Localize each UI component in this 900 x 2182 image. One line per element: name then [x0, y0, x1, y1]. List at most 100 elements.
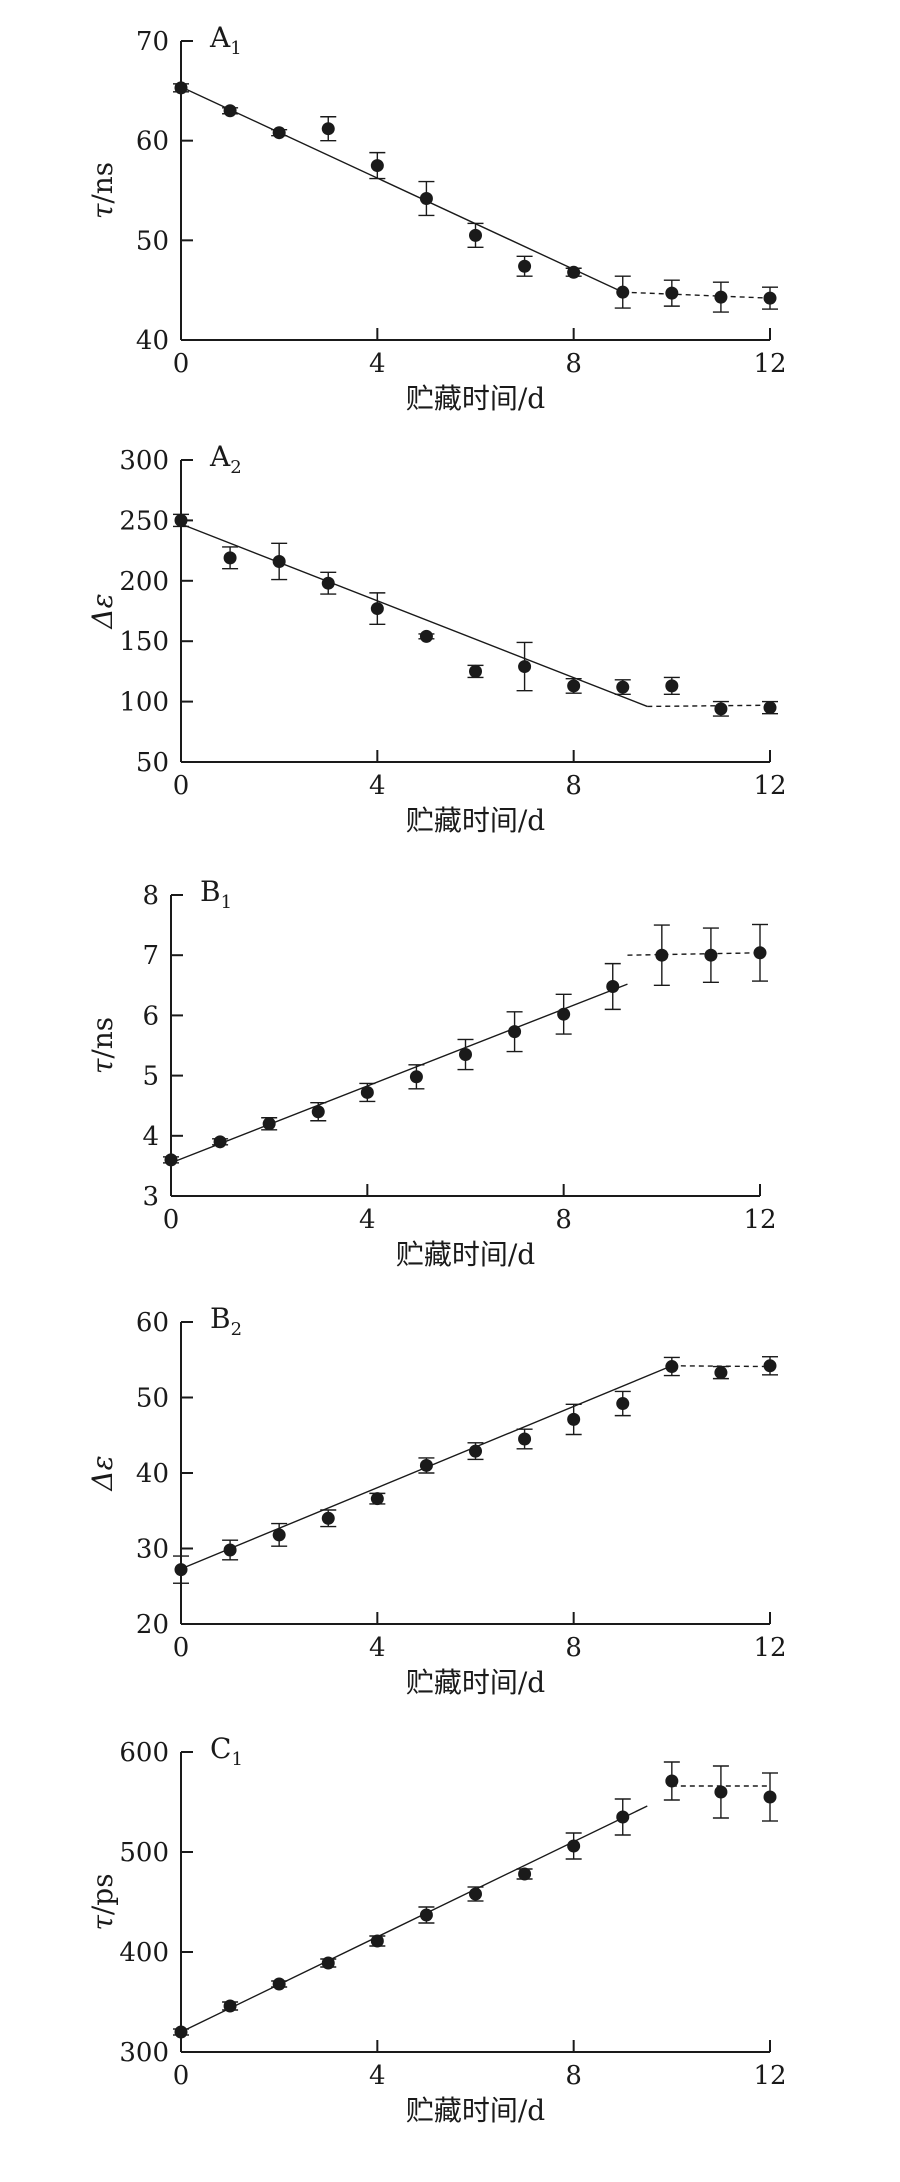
y-tick-label: 600	[119, 1738, 169, 1768]
data-point	[665, 1774, 679, 1788]
x-tick-label: 0	[173, 771, 190, 801]
y-axis-label: τ/ns	[86, 1017, 119, 1074]
data-point	[469, 664, 482, 678]
panel-label: A1	[209, 21, 242, 59]
trend-line-solid	[180, 523, 648, 708]
data-point	[763, 1790, 777, 1804]
data-point	[469, 228, 482, 242]
data-point	[223, 551, 237, 565]
y-axis-symbol: τ	[86, 1058, 119, 1074]
data-point	[469, 1887, 482, 1901]
y-tick-label: 50	[136, 748, 169, 778]
data-point	[714, 1366, 728, 1380]
y-tick-label: 60	[136, 127, 169, 157]
data-point	[704, 948, 718, 962]
y-tick-label: 6	[142, 1001, 159, 1031]
data-point	[419, 1908, 433, 1922]
x-tick-label: 4	[359, 1205, 376, 1235]
x-tick-label: 12	[753, 2061, 786, 2091]
x-axis-label: 贮藏时间/d	[406, 382, 545, 415]
data-point	[370, 1492, 384, 1506]
panel-label-subscript: 2	[231, 1319, 242, 1340]
data-point	[567, 1839, 581, 1853]
panel-label-letter: A	[209, 21, 231, 54]
data-point	[419, 1458, 433, 1472]
panel-label-letter: B	[200, 875, 221, 908]
data-point	[213, 1135, 227, 1149]
panel-label: A2	[209, 440, 242, 478]
data-point	[321, 1511, 335, 1525]
x-axis-label: 贮藏时间/d	[406, 804, 545, 837]
data-point	[567, 1412, 581, 1426]
y-tick-label: 200	[119, 567, 169, 597]
x-tick-label: 4	[369, 349, 386, 379]
data-point	[370, 602, 384, 616]
panel-label-subscript: 2	[230, 457, 241, 478]
y-tick-label: 70	[136, 27, 169, 57]
trend-line-solid	[170, 983, 628, 1164]
y-tick-label: 40	[136, 326, 169, 356]
x-tick-label: 0	[173, 349, 190, 379]
panel-label-letter: A	[209, 440, 231, 473]
data-point	[419, 191, 433, 205]
y-tick-label: 400	[119, 1938, 169, 1968]
chart-panel-2: 50 100 150 200 250 300 0 4 8 12 贮藏时间/d Δε A2	[86, 440, 787, 837]
trend-line-dashed	[647, 704, 771, 708]
y-tick-label: 5	[142, 1062, 159, 1092]
data-point	[518, 660, 532, 674]
y-axis-symbol: τ	[86, 1915, 119, 1931]
data-point	[714, 1785, 728, 1799]
data-point	[321, 576, 335, 590]
x-tick-label: 8	[555, 1205, 572, 1235]
x-tick-label: 4	[369, 771, 386, 801]
chart-panel-1: 40 50 60 70 0 4 8 12 贮藏时间/d τ/ns A1	[86, 21, 787, 415]
data-point	[311, 1105, 325, 1119]
y-tick-label: 300	[119, 446, 169, 476]
data-point	[459, 1048, 472, 1062]
data-point	[616, 680, 630, 694]
x-tick-label: 0	[163, 1205, 180, 1235]
data-point	[753, 946, 767, 960]
x-tick-label: 0	[173, 2061, 190, 2091]
data-point	[518, 1867, 532, 1881]
panel-label: B1	[200, 875, 232, 913]
x-tick-label: 8	[565, 349, 582, 379]
x-tick-label: 12	[753, 349, 786, 379]
y-axis-unit: /ns	[86, 162, 119, 204]
data-point	[714, 290, 728, 304]
panel-label: C1	[210, 1732, 243, 1770]
y-tick-label: 8	[142, 881, 159, 911]
y-axis-symbol: τ	[86, 203, 119, 219]
data-point	[616, 1397, 630, 1411]
data-point	[518, 1432, 532, 1446]
y-tick-label: 60	[136, 1308, 169, 1338]
data-point	[321, 122, 335, 136]
y-tick-label: 4	[142, 1122, 159, 1152]
data-point	[321, 1956, 335, 1970]
y-axis-label: τ/ns	[86, 162, 119, 219]
y-tick-label: 30	[136, 1535, 169, 1565]
chart-panel-4: 20 30 40 50 60 0 4 8 12 贮藏时间/d Δε B2	[86, 1302, 787, 1699]
data-point	[223, 104, 237, 118]
y-tick-label: 100	[119, 688, 169, 718]
data-point	[272, 554, 286, 568]
data-point	[272, 1977, 286, 1991]
y-tick-label: 300	[119, 2038, 169, 2068]
data-point	[665, 679, 679, 693]
x-tick-label: 8	[565, 2061, 582, 2091]
data-point	[665, 286, 679, 300]
y-tick-label: 250	[119, 506, 169, 536]
data-point	[370, 159, 384, 173]
data-point	[419, 629, 433, 643]
y-axis-label: τ/ps	[86, 1873, 119, 1930]
x-tick-label: 8	[565, 1633, 582, 1663]
data-point	[665, 1360, 679, 1374]
data-point	[174, 81, 188, 95]
y-tick-label: 7	[142, 941, 159, 971]
data-point	[272, 126, 286, 140]
data-point	[567, 679, 581, 693]
data-point	[714, 702, 728, 716]
x-tick-label: 12	[753, 771, 786, 801]
data-point	[508, 1025, 522, 1039]
